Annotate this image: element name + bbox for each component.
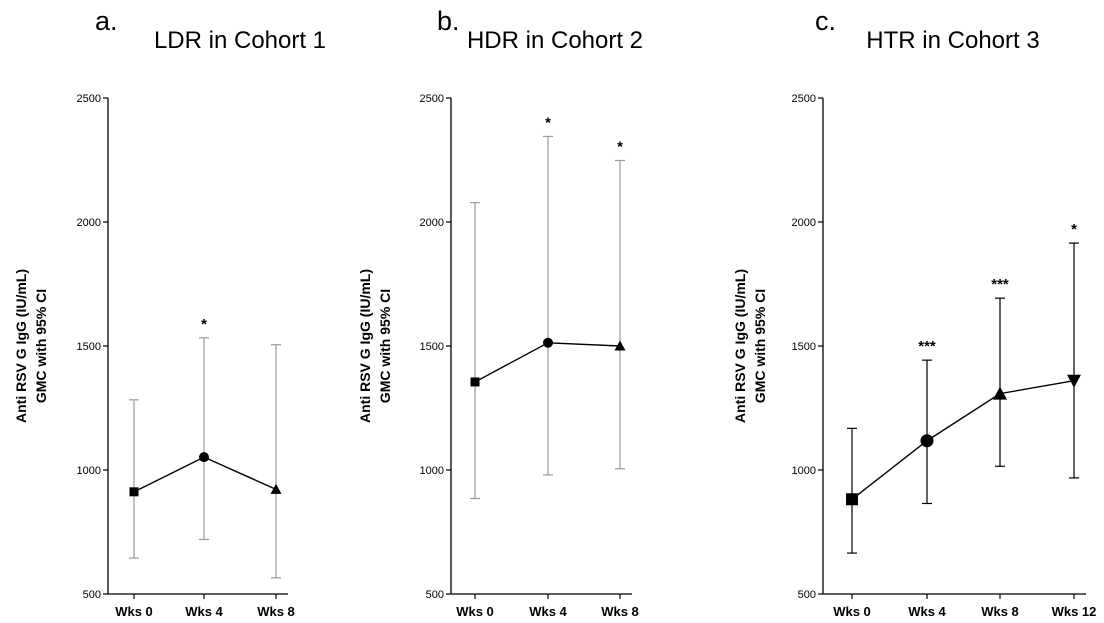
y-tick-label: 1000	[77, 465, 101, 477]
panel-letter: a.	[95, 6, 118, 36]
x-tick-label: Wks 12	[1052, 604, 1097, 619]
x-tick-label: Wks 8	[601, 604, 639, 619]
data-point-triangle-up	[993, 386, 1007, 400]
series-line	[851, 380, 1075, 500]
y-tick-label: 1000	[420, 465, 444, 477]
data-point-triangle-down	[1067, 374, 1081, 388]
x-tick-label: Wks 4	[185, 604, 223, 619]
error-bar	[615, 159, 625, 470]
y-tick-label: 500	[426, 589, 444, 601]
y-tick-label: 1500	[420, 341, 444, 353]
significance-marker: *	[545, 114, 551, 131]
significance-marker: *	[617, 138, 623, 155]
error-bar	[995, 297, 1005, 467]
significance-marker: ***	[991, 276, 1009, 293]
error-bar	[470, 202, 480, 500]
error-bar	[129, 399, 139, 559]
data-point-circle	[199, 452, 209, 463]
y-tick-label: 2000	[792, 217, 816, 229]
data-point-square	[129, 487, 139, 497]
chart-title: HDR in Cohort 2	[467, 27, 643, 54]
x-tick-label: Wks 8	[257, 604, 295, 619]
chart-title: HTR in Cohort 3	[866, 27, 1039, 54]
x-tick-label: Wks 0	[115, 604, 153, 619]
y-axis-label: GMC with 95% CI	[752, 289, 768, 403]
data-point-square	[470, 377, 480, 387]
error-bar	[922, 359, 932, 505]
significance-marker: *	[1071, 221, 1077, 238]
x-tick-label: Wks 0	[456, 604, 494, 619]
y-tick-label: 2500	[792, 93, 816, 105]
series-line	[133, 456, 277, 493]
panel-b: b. HDR in Cohort 2 Anti RSV G IgG (IU/mL) G…	[357, 6, 643, 619]
significance-marker: ***	[918, 338, 936, 355]
panel-a: a. LDR in Cohort 1 Anti RSV G IgG (IU/mL) G…	[13, 6, 326, 619]
significance-marker: *	[201, 316, 207, 333]
chart-title: LDR in Cohort 1	[154, 27, 326, 54]
x-tick-label: Wks 8	[981, 604, 1019, 619]
x-tick-label: Wks 4	[529, 604, 567, 619]
error-bar	[199, 337, 209, 541]
error-bar	[1069, 242, 1079, 479]
y-tick-label: 2000	[77, 217, 101, 229]
y-tick-label: 2500	[420, 93, 444, 105]
x-tick-label: Wks 4	[908, 604, 946, 619]
y-axis-label: GMC with 95% CI	[33, 289, 49, 403]
data-point-square	[846, 493, 858, 506]
data-point-triangle-up	[270, 483, 282, 494]
y-tick-label: 2000	[420, 217, 444, 229]
panel-c: c. HTR in Cohort 3 Anti RSV G IgG (IU/mL) G…	[732, 6, 1096, 619]
error-bar	[847, 427, 857, 554]
y-tick-label: 500	[83, 589, 101, 601]
error-bar	[543, 135, 553, 476]
data-point-circle	[543, 337, 553, 348]
y-tick-label: 1000	[792, 465, 816, 477]
data-point-circle	[920, 434, 934, 448]
data-point-triangle-up	[614, 340, 626, 351]
x-tick-label: Wks 0	[833, 604, 871, 619]
y-axis-label: Anti RSV G IgG (IU/mL)	[732, 269, 748, 423]
y-tick-label: 2500	[77, 93, 101, 105]
y-axis-label: Anti RSV G IgG (IU/mL)	[13, 269, 29, 423]
y-tick-label: 500	[798, 589, 816, 601]
panel-letter: c.	[815, 6, 836, 36]
error-bar	[271, 344, 281, 579]
y-axis-label: GMC with 95% CI	[377, 289, 393, 403]
panel-letter: b.	[437, 6, 460, 36]
y-tick-label: 1500	[792, 341, 816, 353]
y-axis-label: Anti RSV G IgG (IU/mL)	[357, 269, 373, 423]
y-tick-label: 1500	[77, 341, 101, 353]
